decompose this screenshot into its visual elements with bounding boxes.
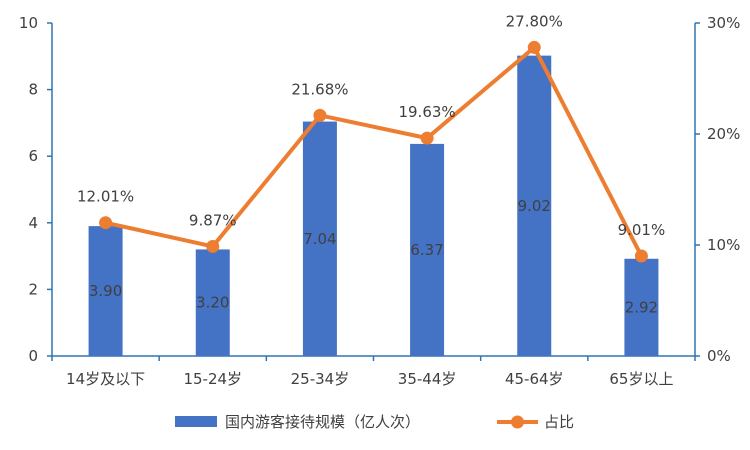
y-right-tick-label: 10%: [707, 236, 740, 254]
line-data-label: 12.01%: [77, 188, 134, 206]
line-data-label: 9.87%: [189, 211, 237, 229]
axes: 0 2 4 6 8 10 0% 10% 20% 30% 14岁及以下 15-24岁 25-34岁 35-4…: [19, 14, 740, 388]
y-right-tick-label: 30%: [707, 14, 740, 32]
bar: [517, 55, 552, 356]
bar-data-label: 9.02: [518, 197, 551, 215]
legend-label-line: 占比: [544, 413, 574, 431]
x-tick-label: 15-24岁: [183, 370, 242, 388]
line-path: [105, 45, 644, 257]
x-tick-label: 25-34岁: [291, 370, 350, 388]
line-data-label: 21.68%: [291, 80, 348, 98]
line-point: [206, 239, 220, 253]
bar: [88, 226, 123, 356]
bar-data-label: 7.04: [303, 230, 336, 248]
bar-data-label: 6.37: [410, 241, 443, 259]
x-tick-label: 65岁以上: [609, 370, 673, 388]
bar-data-label: 3.20: [196, 294, 229, 312]
y-left-tick-label: 2: [28, 280, 38, 298]
line-point: [527, 40, 541, 54]
x-tick-label: 14岁及以下: [66, 370, 145, 388]
line-data-label: 27.80%: [506, 12, 563, 30]
bar-series: [88, 55, 659, 357]
line-point: [99, 216, 113, 230]
bar: [624, 258, 659, 356]
y-right-tick-label: 0%: [707, 347, 731, 365]
line-data-label: 9.01%: [618, 221, 666, 239]
data-labels: 3.90 3.20 7.04 6.37 9.02 2.92 12.01% 9.87% 21.68…: [77, 12, 665, 316]
legend-label-bar: 国内游客接待规模（亿人次）: [225, 413, 420, 431]
y-left-tick-label: 4: [28, 214, 38, 232]
legend-swatch-marker: [511, 415, 524, 429]
legend: 国内游客接待规模（亿人次） 占比: [175, 413, 574, 431]
line-point: [420, 131, 434, 145]
y-left-tick-label: 0: [28, 347, 38, 365]
bar-data-label: 2.92: [625, 298, 658, 316]
x-tick-label: 35-44岁: [398, 370, 457, 388]
y-left-tick-label: 6: [28, 147, 38, 165]
line-point: [634, 249, 648, 263]
line-point: [313, 108, 327, 122]
bar: [410, 143, 445, 356]
y-left-tick-label: 8: [28, 81, 38, 99]
bar: [302, 121, 337, 357]
x-tick-label: 45-64岁: [505, 370, 564, 388]
line-series: [99, 40, 648, 263]
bar: [195, 249, 230, 356]
bar-data-label: 3.90: [89, 282, 122, 300]
y-left-tick-label: 10: [19, 14, 38, 32]
y-right-tick-label: 20%: [707, 125, 740, 143]
line-data-label: 19.63%: [398, 103, 455, 121]
legend-swatch-bar: [175, 416, 217, 427]
